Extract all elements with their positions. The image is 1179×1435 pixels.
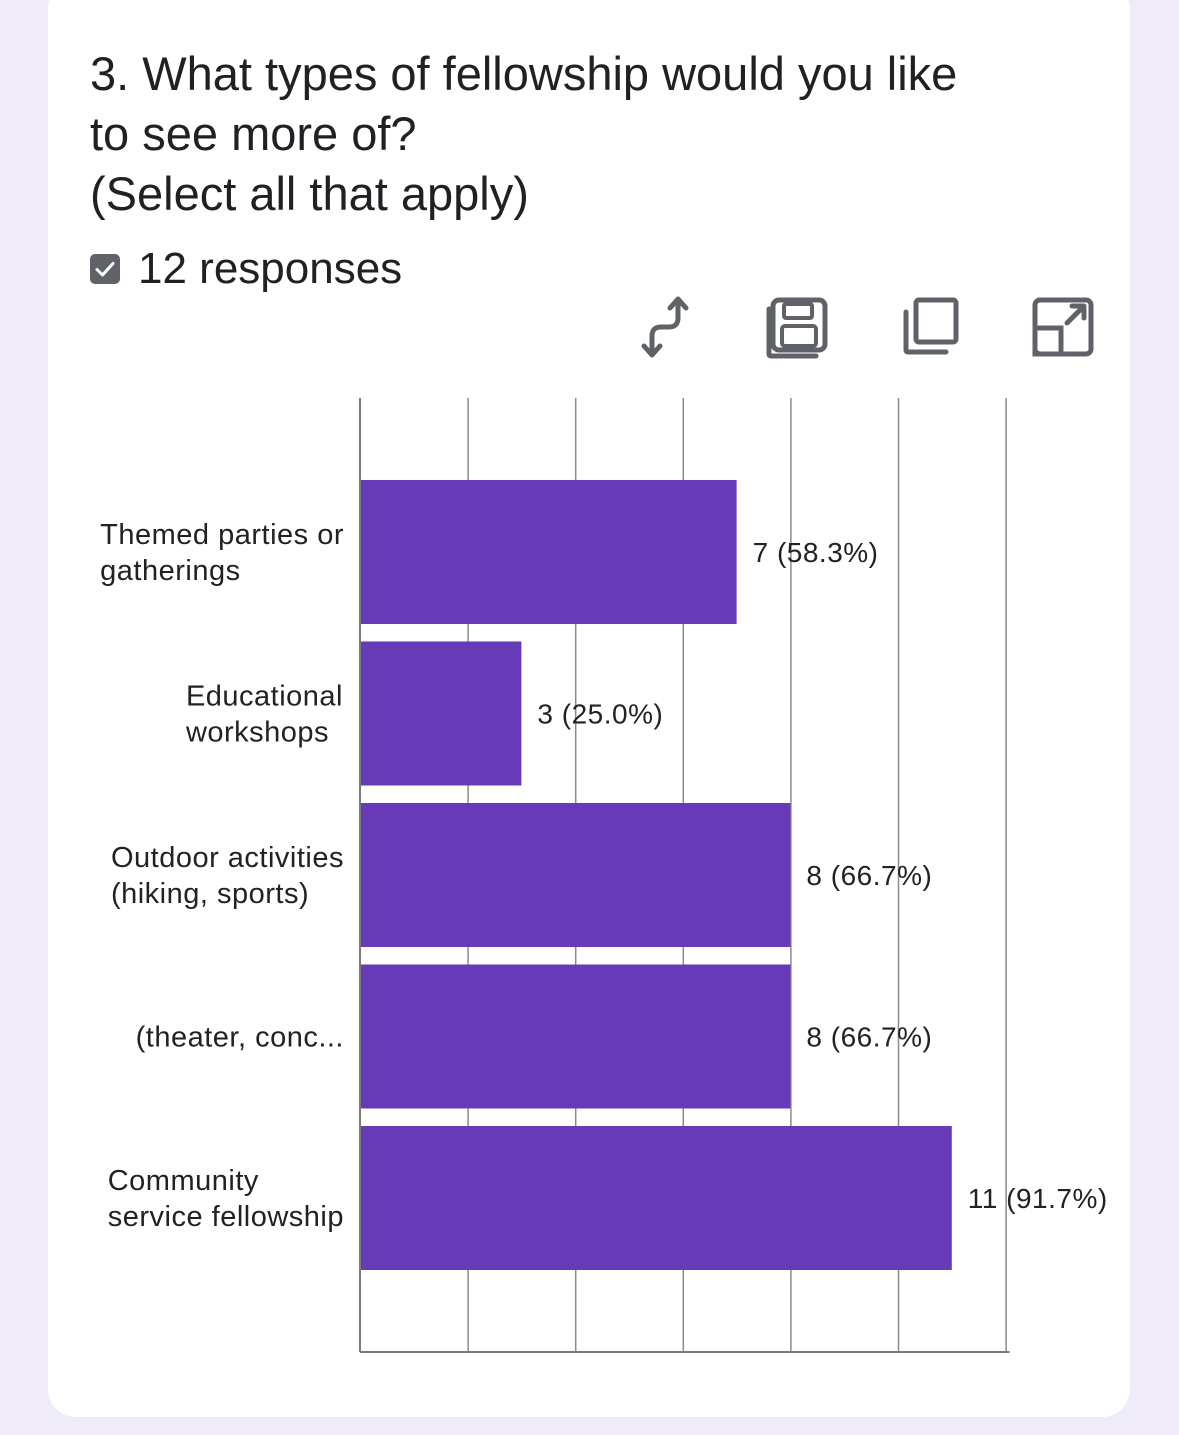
- question-title: 3. What types of fellowship would you li…: [90, 47, 958, 220]
- category-label: (theater, conc...: [136, 1022, 344, 1054]
- copy-icon[interactable]: [898, 294, 964, 360]
- swap-axes-icon[interactable]: [632, 294, 698, 360]
- data-label: 8 (66.7%): [806, 1022, 932, 1053]
- category-label: Community service fellowship: [108, 1165, 344, 1233]
- checkbox-icon: [90, 254, 120, 284]
- category-label: Educational workshops: [185, 681, 343, 749]
- chart-bar: [360, 480, 737, 624]
- category-label: Outdoor activities (hiking, sports): [111, 842, 344, 910]
- save-icon[interactable]: [764, 294, 830, 360]
- responses-summary: 12 responses: [90, 243, 402, 295]
- data-label: 8 (66.7%): [806, 860, 932, 891]
- expand-icon[interactable]: [1030, 294, 1096, 360]
- responses-count: 12 responses: [138, 244, 403, 293]
- chart-bar: [360, 1126, 952, 1270]
- data-label: 7 (58.3%): [753, 537, 879, 568]
- chart-bar: [360, 964, 791, 1109]
- chart-bar: [360, 803, 791, 947]
- data-label: 3 (25.0%): [537, 699, 663, 730]
- data-label: 11 (91.7%): [968, 1183, 1108, 1214]
- chart-bar: [360, 641, 522, 786]
- category-label: Themed parties or gatherings: [100, 519, 344, 587]
